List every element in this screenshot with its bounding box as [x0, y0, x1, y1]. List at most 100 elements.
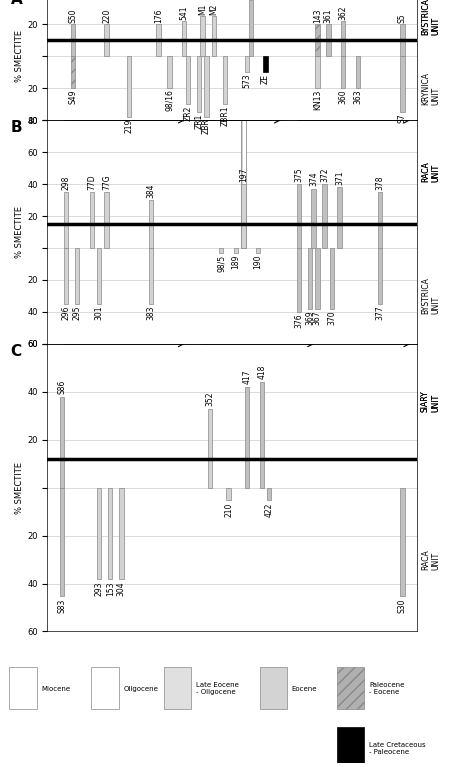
Bar	[315, 56, 319, 88]
Text: S7: S7	[398, 114, 407, 123]
Text: 541: 541	[180, 5, 189, 20]
Text: 298: 298	[62, 175, 70, 189]
Text: 219: 219	[124, 118, 133, 133]
Text: C: C	[10, 344, 21, 359]
Text: ZBR: ZBR	[202, 118, 211, 134]
Text: ZR1: ZR1	[194, 114, 203, 129]
Text: 372: 372	[320, 167, 329, 182]
Text: 190: 190	[254, 255, 263, 269]
Text: S83: S83	[58, 598, 67, 613]
Y-axis label: % SMECTITE: % SMECTITE	[15, 462, 24, 514]
Bar	[201, 16, 205, 56]
Text: 573: 573	[243, 74, 252, 88]
Text: 422: 422	[265, 502, 273, 517]
Bar	[60, 488, 64, 595]
Bar	[311, 189, 316, 248]
Text: NW-SE: NW-SE	[372, 332, 400, 341]
Bar	[308, 248, 312, 308]
Bar	[330, 248, 334, 308]
FancyBboxPatch shape	[260, 667, 287, 709]
Bar	[149, 248, 153, 304]
Text: RACA
UNIT: RACA UNIT	[421, 162, 440, 183]
Bar	[245, 387, 249, 488]
Bar	[264, 56, 268, 72]
Bar	[211, 16, 216, 56]
Bar	[167, 56, 172, 88]
Text: S49: S49	[69, 90, 78, 104]
Bar	[241, 184, 246, 248]
Text: Oligocene: Oligocene	[123, 686, 158, 692]
Bar	[260, 382, 264, 488]
Bar	[186, 56, 190, 104]
Text: 77D: 77D	[87, 174, 96, 189]
Text: 304: 304	[117, 581, 126, 596]
Text: M2: M2	[210, 4, 218, 15]
Text: BYSTRICA
UNIT: BYSTRICA UNIT	[421, 0, 440, 35]
Text: 370: 370	[328, 311, 337, 325]
FancyBboxPatch shape	[337, 667, 365, 709]
Text: 153: 153	[106, 581, 115, 596]
Text: SIARY
UNIT: SIARY UNIT	[421, 390, 440, 413]
Text: M1: M1	[198, 4, 207, 15]
Text: BYSTRICA
UNIT: BYSTRICA UNIT	[421, 0, 440, 35]
Bar	[241, 120, 246, 248]
Bar	[71, 56, 75, 88]
Bar	[97, 488, 101, 579]
Text: B: B	[10, 120, 22, 135]
Bar	[378, 248, 383, 304]
Y-axis label: % SMECTITE: % SMECTITE	[15, 30, 24, 82]
Bar	[400, 25, 404, 56]
Text: RACA
UNIT: RACA UNIT	[421, 549, 440, 570]
Text: NW-SE: NW-SE	[340, 109, 368, 117]
Bar	[119, 488, 124, 579]
Bar	[71, 25, 75, 56]
Bar	[127, 56, 131, 117]
Text: 191: 191	[239, 104, 248, 117]
Text: SW-NE: SW-NE	[111, 332, 139, 341]
Text: A: A	[10, 0, 22, 8]
Y-axis label: % SMECTITE: % SMECTITE	[15, 206, 24, 258]
Text: 296: 296	[62, 306, 70, 321]
Bar	[256, 248, 260, 253]
Bar	[248, 0, 253, 56]
Text: S5: S5	[398, 13, 407, 23]
Bar	[267, 488, 272, 499]
Text: Late Eocene
- Oligocene: Late Eocene - Oligocene	[196, 682, 239, 695]
Text: S86: S86	[58, 380, 67, 393]
Text: Paleocene
- Eocene: Paleocene - Eocene	[369, 682, 404, 695]
Text: SW-NE: SW-NE	[111, 109, 139, 117]
Text: 210: 210	[224, 502, 233, 517]
Text: Late Cretaceous
- Paleocene: Late Cretaceous - Paleocene	[369, 742, 426, 755]
Bar	[223, 56, 227, 104]
Text: 376: 376	[294, 314, 303, 328]
Text: KN13: KN13	[313, 90, 322, 110]
Text: 143: 143	[313, 8, 322, 23]
Text: 220: 220	[102, 8, 111, 23]
Text: 377: 377	[376, 306, 384, 321]
Text: W-E: W-E	[250, 332, 266, 341]
FancyBboxPatch shape	[91, 667, 118, 709]
Text: 98/16: 98/16	[165, 90, 174, 111]
Bar	[104, 192, 109, 248]
Bar	[322, 184, 327, 248]
Text: ZE: ZE	[261, 74, 270, 84]
Bar	[197, 56, 201, 112]
Text: 383: 383	[146, 306, 155, 321]
Text: 369: 369	[305, 311, 314, 325]
Text: KRYNICA
UNIT: KRYNICA UNIT	[421, 71, 440, 105]
Text: 295: 295	[73, 306, 82, 321]
Text: 417: 417	[243, 370, 252, 384]
Text: 371: 371	[335, 170, 344, 185]
Bar	[337, 187, 342, 248]
Text: S30: S30	[398, 598, 407, 613]
Text: 375: 375	[294, 167, 303, 182]
Text: 360: 360	[339, 90, 347, 104]
Bar	[315, 25, 319, 56]
Text: 77G: 77G	[102, 174, 111, 189]
Text: 301: 301	[95, 306, 104, 321]
Bar	[400, 488, 404, 595]
Text: 352: 352	[206, 391, 215, 406]
Text: 384: 384	[146, 183, 155, 198]
Text: BYSTRICA
UNIT: BYSTRICA UNIT	[421, 278, 440, 314]
Bar	[227, 488, 231, 499]
